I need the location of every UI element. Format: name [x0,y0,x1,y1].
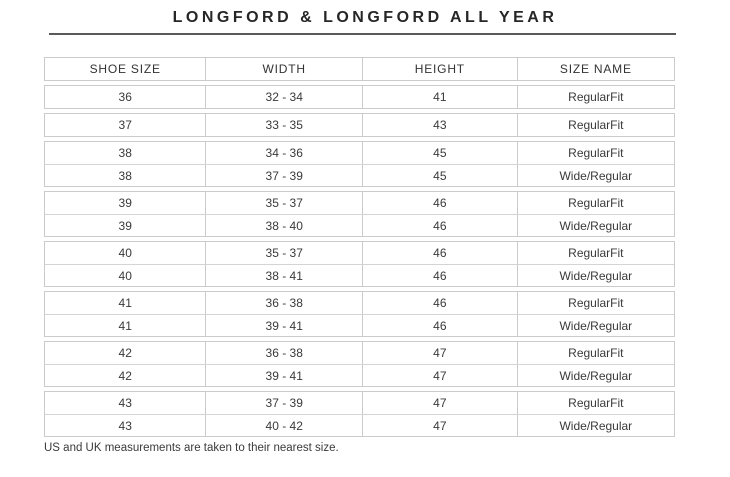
table-cell: 40 [118,268,132,283]
table-row: 39 38 - 40 46 Wide/Regular [45,214,674,236]
table-cell: 33 - 35 [205,114,362,136]
table-header: SHOE SIZE WIDTH HEIGHT SIZE NAME [44,57,675,81]
table-cell: RegularFit [516,192,674,214]
table-cell: 45 [362,142,517,164]
table-row-group: 41 36 - 38 46 RegularFit 41 39 - 41 46 Wide/Reg… [44,291,675,337]
table-cell: 32 - 34 [205,86,362,108]
table-row-group: 43 37 - 39 47 RegularFit 43 40 - 42 47 Wide/Reg… [44,391,675,437]
table-header-row: SHOE SIZE WIDTH HEIGHT SIZE NAME [45,58,674,80]
column-header: SIZE NAME [516,58,674,80]
table-cell: 46 [362,265,517,286]
table-cell: 41 [362,86,517,108]
table-cell: 47 [362,392,517,414]
table-cell: RegularFit [516,86,674,108]
table-cell: 43 [118,418,132,433]
table-cell: 38 - 41 [205,265,362,286]
table-cell: 42 [118,368,132,383]
title-divider [49,33,676,35]
table-row: 36 32 - 34 41 RegularFit [45,86,674,108]
table-cell: 41 [118,296,132,310]
table-cell: RegularFit [516,242,674,264]
table-cell: 36 - 38 [205,342,362,364]
table-cell: Wide/Regular [516,315,674,336]
table-row: 38 37 - 39 45 Wide/Regular [45,164,674,186]
table-cell: RegularFit [516,142,674,164]
table-cell: RegularFit [516,392,674,414]
table-cell: 38 - 40 [205,215,362,236]
table-cell: 39 [118,196,132,210]
table-cell: 47 [362,365,517,386]
table-cell: 42 [118,346,132,360]
table-cell: 43 [362,114,517,136]
table-row-group: 39 35 - 37 46 RegularFit 39 38 - 40 46 Wide/Reg… [44,191,675,237]
size-chart-page: LONGFORD & LONGFORD ALL YEAR SHOE SIZE WI… [0,8,730,477]
column-header: HEIGHT [362,58,517,80]
table-cell: Wide/Regular [516,415,674,436]
table-cell: 43 [118,396,132,410]
table-cell: 35 - 37 [205,242,362,264]
table-cell: 46 [362,215,517,236]
table-cell: 36 [118,90,132,104]
table-cell: 45 [362,165,517,186]
table-cell: 47 [362,415,517,436]
table-cell: 39 - 41 [205,315,362,336]
table-cell: 40 [118,246,132,260]
table-cell: 39 - 41 [205,365,362,386]
table-row: 41 36 - 38 46 RegularFit [45,292,674,314]
table-row-group: 36 32 - 34 41 RegularFit [44,85,675,109]
table-cell: 37 - 39 [205,392,362,414]
table-row-group: 38 34 - 36 45 RegularFit 38 37 - 39 45 Wide/Reg… [44,141,675,187]
table-row: 41 39 - 41 46 Wide/Regular [45,314,674,336]
table-row-group: 37 33 - 35 43 RegularFit [44,113,675,137]
table-cell: 47 [362,342,517,364]
table-cell: 46 [362,315,517,336]
column-header: SHOE SIZE [89,62,161,76]
table-row-group: 40 35 - 37 46 RegularFit 40 38 - 41 46 Wide/Reg… [44,241,675,287]
table-cell: 35 - 37 [205,192,362,214]
table-cell: 34 - 36 [205,142,362,164]
table-cell: RegularFit [516,342,674,364]
table-row: 39 35 - 37 46 RegularFit [45,192,674,214]
table-row: 38 34 - 36 45 RegularFit [45,142,674,164]
table-cell: RegularFit [516,114,674,136]
table-cell: Wide/Regular [516,365,674,386]
table-body: 36 32 - 34 41 RegularFit 37 33 - 35 43 RegularF… [44,85,675,437]
table-row: 42 36 - 38 47 RegularFit [45,342,674,364]
table-cell: 41 [118,318,132,333]
column-header: WIDTH [205,58,362,80]
table-cell: Wide/Regular [516,165,674,186]
table-cell: 40 - 42 [205,415,362,436]
table-cell: 38 [118,146,132,160]
table-row: 40 35 - 37 46 RegularFit [45,242,674,264]
table-cell: 46 [362,242,517,264]
table-cell: 37 [118,118,132,132]
table-cell: 36 - 38 [205,292,362,314]
table-row: 43 40 - 42 47 Wide/Regular [45,414,674,436]
table-cell: RegularFit [516,292,674,314]
table-row: 43 37 - 39 47 RegularFit [45,392,674,414]
table-row: 40 38 - 41 46 Wide/Regular [45,264,674,286]
table-cell: 46 [362,192,517,214]
table-row: 42 39 - 41 47 Wide/Regular [45,364,674,386]
table-cell: 46 [362,292,517,314]
footnote: US and UK measurements are taken to thei… [44,442,339,454]
table-cell: 39 [118,218,132,233]
size-table: SHOE SIZE WIDTH HEIGHT SIZE NAME 36 32 - 34 4… [44,57,675,437]
table-cell: Wide/Regular [516,215,674,236]
table-cell: Wide/Regular [516,265,674,286]
table-row-group: 42 36 - 38 47 RegularFit 42 39 - 41 47 Wide/Reg… [44,341,675,387]
table-cell: 37 - 39 [205,165,362,186]
table-cell: 38 [118,168,132,183]
page-title: LONGFORD & LONGFORD ALL YEAR [172,9,558,26]
table-row: 37 33 - 35 43 RegularFit [45,114,674,136]
